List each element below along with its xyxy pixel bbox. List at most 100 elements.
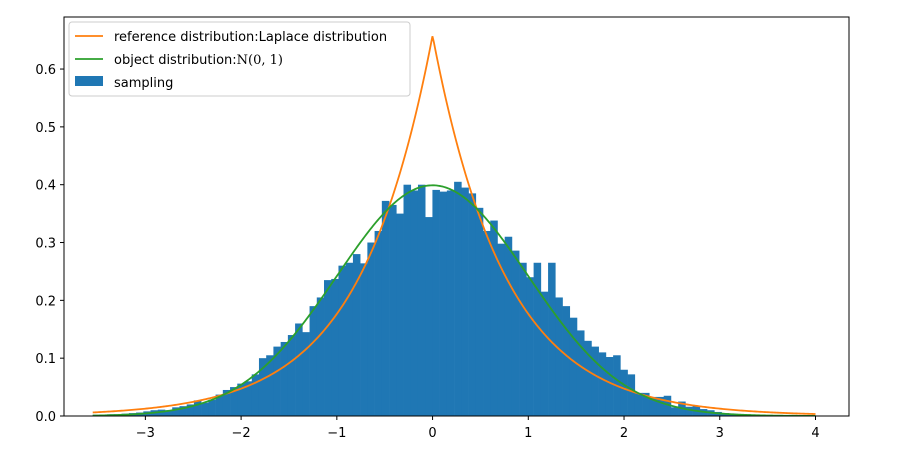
legend-sampling-swatch [75,76,103,86]
histogram-bar [562,306,571,416]
histogram-bar [425,217,433,416]
histogram-bars [92,181,816,416]
histogram-bar [634,392,643,416]
histogram-bar [172,407,180,416]
legend: reference distribution:Laplace distribut… [68,21,411,97]
histogram-bar [157,409,166,416]
histogram-bar [511,250,520,416]
histogram-bar [403,184,412,416]
histogram-bar [331,278,339,416]
laplace-curve [92,36,816,415]
y-tick-label: 0.4 [35,179,56,194]
histogram-bar [656,396,665,416]
histogram-bar [649,396,657,416]
histogram-bar [461,187,469,416]
legend-box [68,21,411,97]
histogram-bar [295,323,303,416]
histogram-bar [237,383,245,416]
legend-object-label: object distribution:N(0, 1) [114,53,283,68]
histogram-bar [519,262,527,416]
histogram-bar [504,236,513,416]
histogram-bar [367,242,375,416]
x-tick-label: 3 [716,426,724,441]
histogram-bar [490,220,498,416]
histogram-bar [396,213,404,416]
histogram-bar [251,374,260,416]
histogram-bar [446,190,455,416]
x-tick-label: 4 [811,426,819,441]
histogram-bar [389,204,397,416]
histogram-bar [468,193,477,416]
histogram-bar [186,404,195,416]
normal-curve [92,184,816,416]
histogram-bar [642,392,650,416]
histogram-bar [598,352,607,416]
histogram-bar [627,374,636,416]
histogram-bar [165,410,173,416]
y-tick-label: 0.6 [35,63,56,78]
histogram-bar [584,340,592,416]
histogram-bar [533,262,542,416]
histogram-bar [439,191,448,416]
histogram-bar [620,369,628,416]
x-tick-label: 1 [524,426,532,441]
y-tick-label: 0.3 [35,237,56,252]
histogram-bar [244,381,253,416]
legend-object-prefix: object distribution: [114,53,237,68]
x-tick-label: −3 [136,426,155,441]
y-axis: 0.0 0.1 0.2 0.3 0.4 0.5 0.6 [35,63,64,425]
histogram-bar [222,389,231,416]
histogram-bar [605,357,614,416]
histogram-bar [374,230,383,416]
x-tick-label: −2 [232,426,251,441]
histogram-bar [483,230,491,416]
histogram-bar [685,406,693,416]
x-axis: −3 −2 −1 0 1 2 3 4 [136,416,820,441]
histogram-bar [540,291,549,416]
x-tick-label: −1 [327,426,346,441]
histogram-bar [497,243,505,416]
y-tick-label: 0.5 [35,121,56,136]
histogram-bar [526,277,534,416]
legend-sampling-label: sampling [114,76,173,91]
plot-frame [63,16,850,417]
histogram-bar [454,181,462,416]
histogram-bar [417,184,426,416]
histogram-bar [410,190,419,416]
histogram-bar [258,358,267,416]
histogram-bar [352,254,361,416]
histogram-bar [569,317,578,416]
histogram-bar [287,335,296,416]
legend-reference-label: reference distribution:Laplace distribut… [114,30,387,45]
histogram-bar [302,332,310,416]
y-tick-label: 0.2 [35,294,56,309]
histogram-bar [266,355,274,416]
histogram-bar [179,406,187,416]
histogram-bar [280,341,289,416]
histogram-bar [215,394,224,416]
x-tick-label: 0 [428,426,436,441]
histogram-bar [555,297,563,416]
histogram-bar [201,402,209,416]
histogram-bar [324,280,332,416]
histogram-bar [273,346,281,416]
histogram-bar [309,306,318,416]
histogram-bar [548,262,556,416]
x-tick-label: 2 [620,426,628,441]
histogram-bar [230,387,238,416]
histogram-bar [193,400,202,416]
histogram-bar [338,265,346,416]
histogram-bar [591,346,599,416]
histogram-bar [576,330,585,416]
histogram-bar [381,200,390,416]
y-tick-label: 0.1 [35,352,56,367]
histogram-bar [208,399,216,416]
histogram-bar [360,263,368,416]
histogram-bar [432,189,440,416]
histogram-bar [670,407,679,416]
histogram-bar [475,207,484,416]
y-tick-label: 0.0 [35,410,56,425]
histogram-bar [345,262,354,416]
histogram-bar [316,297,325,416]
